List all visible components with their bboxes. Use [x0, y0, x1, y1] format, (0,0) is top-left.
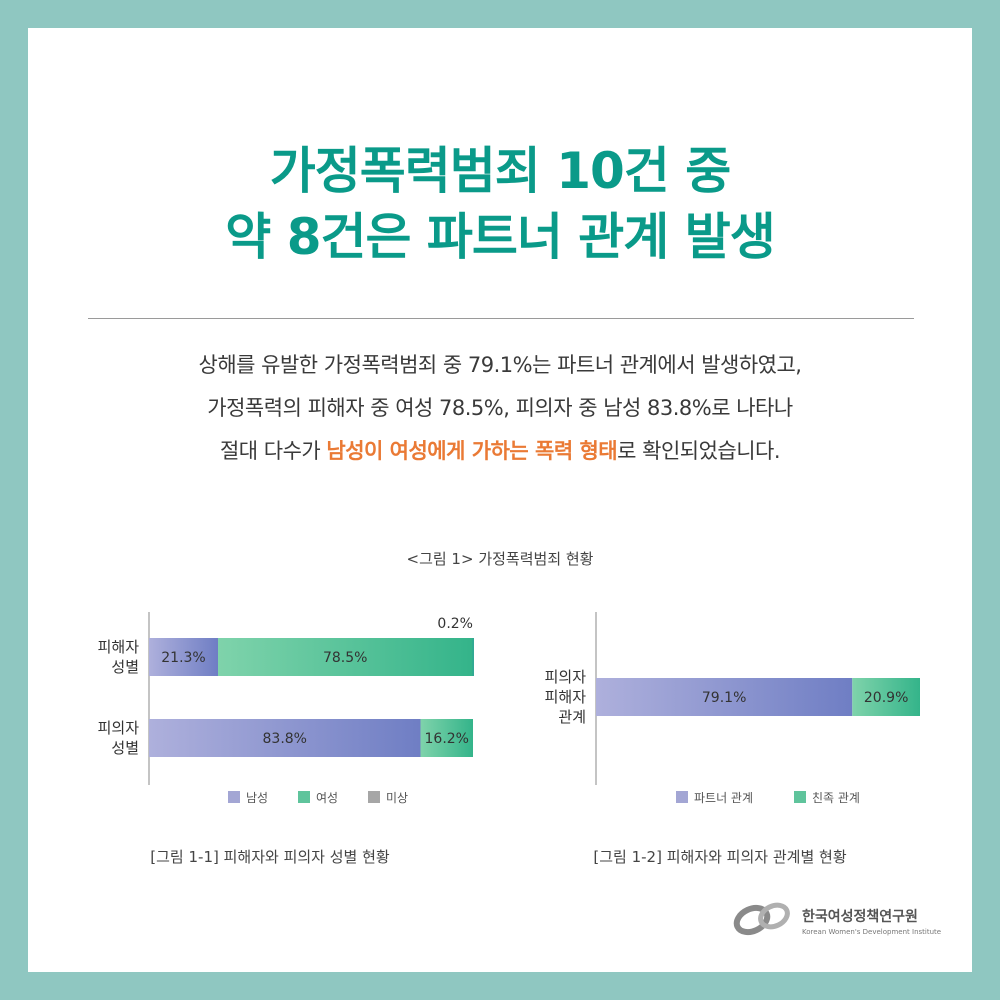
body-line-2: 가정폭력의 피해자 중 여성 78.5%, 피의자 중 남성 83.8%로 나타…	[207, 396, 793, 420]
legend-swatch	[676, 791, 688, 803]
logo-swoosh-icon	[733, 902, 790, 936]
logo-name-en: Korean Women's Development Institute	[802, 928, 942, 936]
bar-미상	[472, 638, 474, 676]
legend-label: 친족 관계	[812, 791, 860, 805]
body-text: 상해를 유발한 가정폭력범죄 중 79.1%는 파트너 관계에서 발생하였고, …	[0, 344, 1000, 473]
data-label: 78.5%	[323, 650, 367, 666]
data-label: 79.1%	[702, 690, 746, 706]
bar-남성	[149, 638, 219, 676]
data-label: 0.2%	[437, 616, 473, 632]
logo-name-ko: 한국여성정책연구원	[802, 909, 918, 925]
legend-label: 남성	[246, 791, 268, 805]
body-highlight: 남성이 여성에게 가하는 폭력 형태	[326, 439, 618, 463]
legend-swatch	[228, 791, 240, 803]
legend-swatch	[298, 791, 310, 803]
logo: 한국여성정책연구원 Korean Women's Development Ins…	[730, 900, 950, 940]
body-line-3-pre: 절대 다수가	[219, 439, 327, 463]
caption-chart-2: [그림 1-2] 피해자와 피의자 관계별 현황	[593, 848, 847, 866]
bar-친족 관계	[852, 678, 920, 716]
bar-남성	[149, 719, 421, 757]
data-label: 21.3%	[161, 650, 205, 666]
body-line-3-post: 로 확인되었습니다.	[617, 439, 781, 463]
data-label: 83.8%	[263, 731, 307, 747]
body-line-3: 절대 다수가 남성이 여성에게 가하는 폭력 형태로 확인되었습니다.	[0, 430, 1000, 473]
divider	[88, 318, 914, 319]
bar-파트너 관계	[596, 678, 853, 716]
category-label: 관계	[558, 708, 586, 726]
category-label: 피해자	[98, 638, 140, 656]
category-label: 성별	[111, 739, 139, 757]
headline: 가정폭력범죄 10건 중 약 8건은 파트너 관계 발생	[0, 138, 1000, 270]
legend-label: 파트너 관계	[694, 791, 753, 805]
bar-여성	[218, 638, 473, 676]
figure-title: <그림 1> 가정폭력범죄 현황	[406, 550, 594, 568]
legend-swatch	[794, 791, 806, 803]
card	[28, 28, 972, 972]
headline-line-1: 가정폭력범죄 10건 중	[269, 142, 731, 200]
category-label: 피의자	[98, 719, 140, 737]
data-label: 20.9%	[864, 690, 908, 706]
legend-label: 여성	[316, 791, 338, 805]
caption-chart-1: [그림 1-1] 피해자와 피의자 성별 현황	[150, 848, 390, 866]
category-label: 성별	[111, 658, 139, 676]
category-label: 피의자	[545, 668, 587, 686]
legend-swatch	[368, 791, 380, 803]
bar-여성	[420, 719, 473, 757]
body-line-1: 상해를 유발한 가정폭력범죄 중 79.1%는 파트너 관계에서 발생하였고,	[198, 353, 802, 377]
category-label: 피해자	[545, 688, 587, 706]
headline-line-2: 약 8건은 파트너 관계 발생	[225, 208, 775, 266]
data-label: 16.2%	[425, 731, 469, 747]
legend-label: 미상	[386, 791, 408, 805]
